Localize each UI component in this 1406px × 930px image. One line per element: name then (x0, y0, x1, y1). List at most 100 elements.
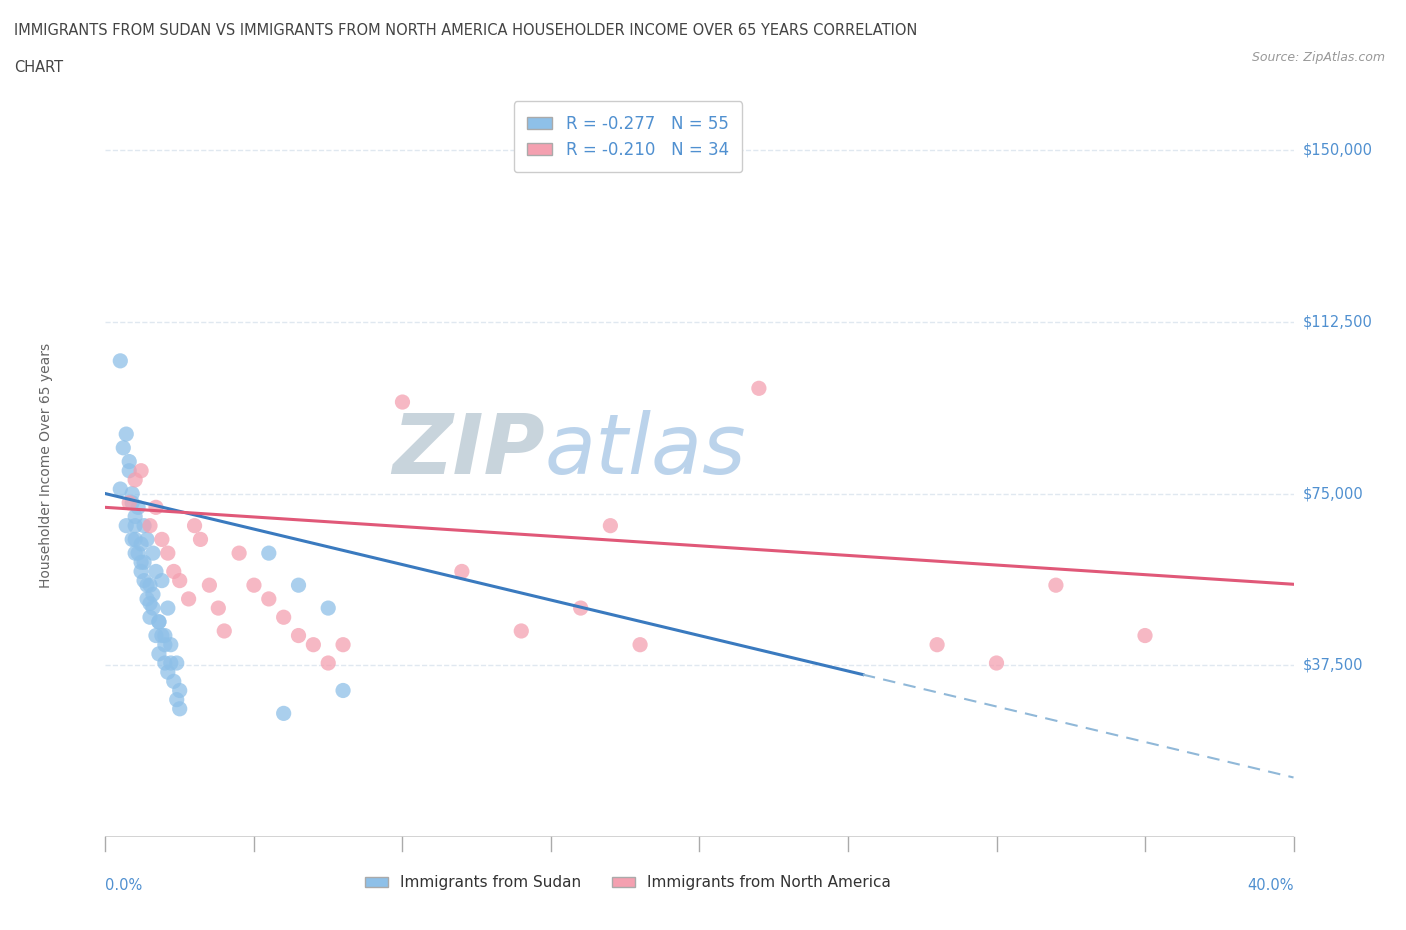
Point (569, 601, 592, 616)
Point (159, 656, 181, 671)
Point (159, 637, 181, 652)
Point (332, 683, 354, 698)
Point (228, 546, 250, 561)
Text: $75,000: $75,000 (1302, 486, 1364, 501)
Point (287, 628, 309, 643)
Point (127, 546, 149, 561)
Point (124, 518, 146, 533)
Point (273, 706, 295, 721)
Point (198, 578, 221, 592)
Text: $37,500: $37,500 (1302, 658, 1362, 672)
Point (163, 564, 186, 578)
Point (142, 546, 165, 561)
Point (121, 486, 143, 501)
Point (121, 532, 143, 547)
Point (257, 591, 280, 606)
Point (1133, 628, 1156, 643)
Point (166, 692, 188, 707)
Point (118, 463, 141, 478)
Point (124, 509, 146, 524)
Point (214, 623, 236, 638)
Point (136, 578, 159, 592)
Text: Source: ZipAtlas.com: Source: ZipAtlas.com (1251, 51, 1385, 64)
Point (748, 381, 770, 396)
Point (153, 637, 176, 652)
Point (391, 394, 413, 409)
Point (129, 537, 152, 551)
Point (118, 496, 141, 511)
Text: atlas: atlas (546, 409, 747, 491)
Text: ZIP: ZIP (392, 409, 546, 491)
Point (124, 532, 146, 547)
Point (177, 591, 200, 606)
Point (115, 518, 138, 533)
Text: 0.0%: 0.0% (105, 878, 142, 893)
Point (148, 615, 170, 630)
Point (986, 656, 1008, 671)
Point (156, 601, 179, 616)
Point (169, 683, 191, 698)
Point (156, 665, 179, 680)
Point (166, 656, 188, 671)
Point (129, 555, 152, 570)
Point (124, 472, 146, 487)
Point (115, 427, 138, 442)
Point (243, 578, 266, 592)
Point (118, 454, 141, 469)
Point (142, 587, 165, 602)
Point (139, 578, 162, 592)
Legend: Immigrants from Sudan, Immigrants from North America: Immigrants from Sudan, Immigrants from N… (359, 870, 897, 897)
Point (132, 555, 155, 570)
Point (302, 637, 325, 652)
Point (136, 591, 159, 606)
Point (156, 546, 179, 561)
Point (139, 596, 162, 611)
Point (287, 578, 309, 592)
Point (121, 496, 143, 511)
Point (190, 532, 212, 547)
Point (169, 573, 191, 588)
Point (127, 500, 149, 515)
Point (163, 674, 186, 689)
Point (129, 463, 152, 478)
Point (153, 628, 176, 643)
Text: IMMIGRANTS FROM SUDAN VS IMMIGRANTS FROM NORTH AMERICA HOUSEHOLDER INCOME OVER 6: IMMIGRANTS FROM SUDAN VS IMMIGRANTS FROM… (14, 23, 918, 38)
Text: CHART: CHART (14, 60, 63, 75)
Point (332, 637, 354, 652)
Point (150, 532, 173, 547)
Point (132, 573, 155, 588)
Point (153, 656, 176, 671)
Point (927, 637, 949, 652)
Point (628, 637, 651, 652)
Point (1045, 578, 1067, 592)
Point (148, 615, 170, 630)
Point (273, 610, 295, 625)
Text: $112,500: $112,500 (1302, 314, 1372, 329)
Text: 40.0%: 40.0% (1247, 878, 1294, 893)
Text: Householder Income Over 65 years: Householder Income Over 65 years (39, 342, 53, 588)
Point (136, 532, 159, 547)
Point (110, 482, 132, 497)
Point (148, 646, 170, 661)
Point (150, 573, 173, 588)
Point (207, 601, 229, 616)
Point (132, 518, 155, 533)
Point (183, 518, 205, 533)
Point (316, 656, 339, 671)
Point (110, 353, 132, 368)
Point (450, 564, 472, 578)
Point (112, 441, 135, 456)
Point (599, 518, 621, 533)
Point (145, 628, 167, 643)
Point (139, 610, 162, 625)
Point (139, 518, 162, 533)
Text: $150,000: $150,000 (1302, 142, 1372, 158)
Point (169, 701, 191, 716)
Point (316, 601, 339, 616)
Point (142, 601, 165, 616)
Point (257, 546, 280, 561)
Point (124, 546, 146, 561)
Point (510, 623, 533, 638)
Point (145, 564, 167, 578)
Point (150, 628, 173, 643)
